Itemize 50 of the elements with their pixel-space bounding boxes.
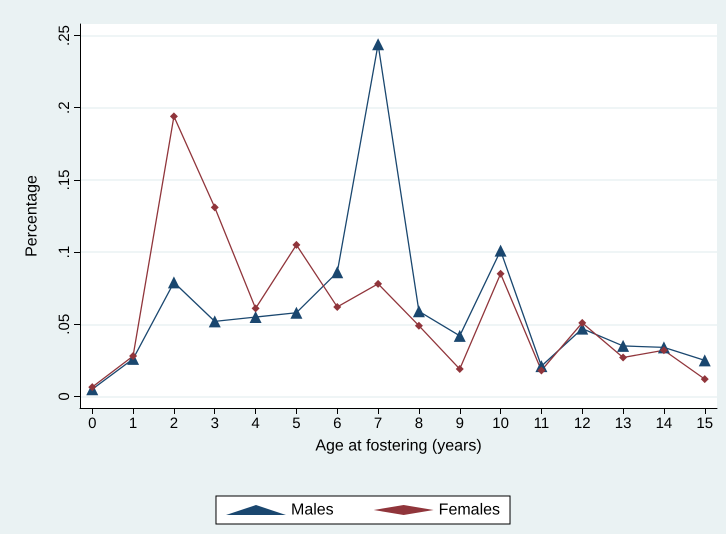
x-tick-label: 0 xyxy=(88,415,96,432)
point xyxy=(210,203,219,212)
x-tick-label: 2 xyxy=(170,415,178,432)
x-tick-label: 5 xyxy=(292,415,301,432)
x-tick-label: 14 xyxy=(656,415,672,432)
point xyxy=(494,244,507,257)
point xyxy=(496,270,505,278)
y-axis-title: Percentage xyxy=(24,174,40,257)
x-tick-label: 3 xyxy=(210,415,219,432)
point xyxy=(292,240,300,249)
y-tick-label: .1 xyxy=(56,246,73,258)
x-tick-label: 1 xyxy=(128,415,138,432)
legend-label: Males xyxy=(290,502,334,518)
point xyxy=(250,311,262,324)
x-tick-label: 8 xyxy=(414,415,424,432)
legend-label: Females xyxy=(438,502,500,518)
point xyxy=(617,340,630,352)
point xyxy=(168,276,180,288)
point xyxy=(698,354,711,366)
point xyxy=(290,306,302,319)
point xyxy=(700,375,709,384)
point xyxy=(412,305,425,318)
y-tick-label: .2 xyxy=(56,101,73,114)
y-tick-label: 0 xyxy=(56,392,73,401)
point xyxy=(208,315,221,328)
point xyxy=(578,318,586,327)
point xyxy=(331,266,344,278)
y-tick-label: .15 xyxy=(56,169,73,190)
x-tick-label: 11 xyxy=(534,415,550,432)
point xyxy=(414,322,423,330)
point xyxy=(374,280,382,288)
x-tick-label: 12 xyxy=(574,415,591,432)
point xyxy=(619,353,628,362)
point xyxy=(170,112,178,120)
x-tick-label: 9 xyxy=(456,415,464,432)
point xyxy=(454,330,466,342)
x-tick-label: 4 xyxy=(251,415,260,432)
x-tick-label: 15 xyxy=(696,415,714,432)
y-tick-label: .05 xyxy=(56,314,73,335)
point xyxy=(252,304,260,312)
point xyxy=(129,352,138,360)
x-tick-label: 6 xyxy=(333,415,342,432)
point xyxy=(333,302,342,311)
x-tick-label: 7 xyxy=(374,415,382,432)
y-tick-label: .25 xyxy=(56,25,73,46)
x-tick-label: 10 xyxy=(492,415,509,432)
point xyxy=(456,365,464,374)
x-tick-label: 13 xyxy=(614,415,632,432)
point xyxy=(372,38,384,50)
x-axis-title: Age at fostering (years) xyxy=(315,438,482,454)
